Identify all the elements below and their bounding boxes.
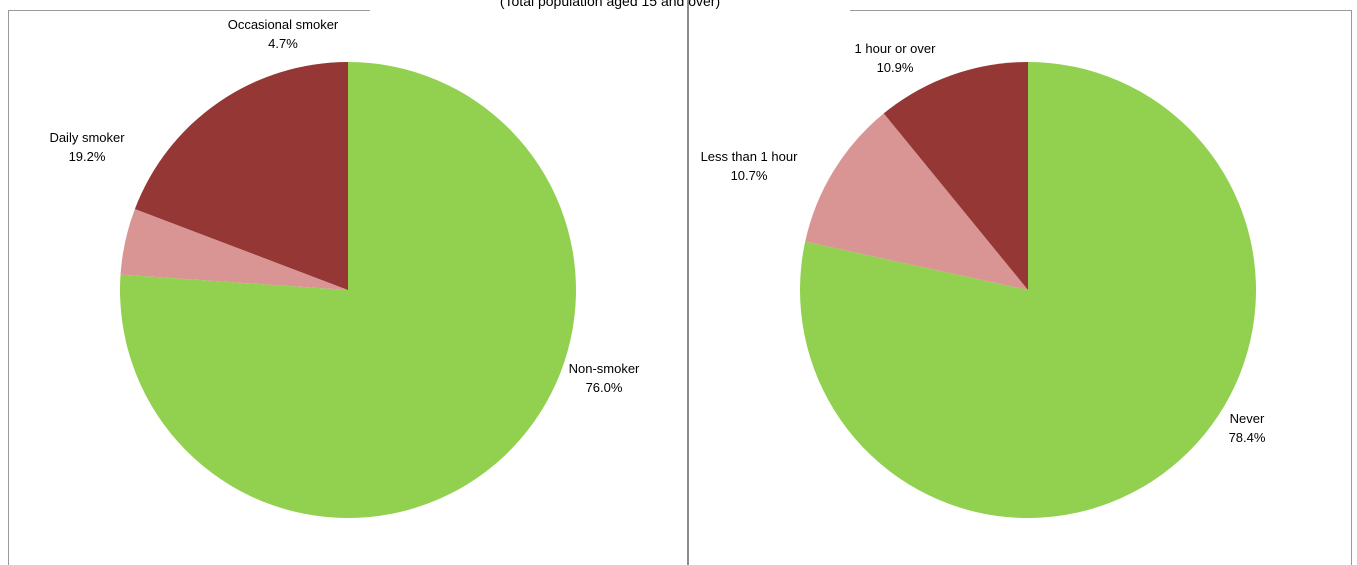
slice-label-daily: Daily smoker (49, 130, 125, 145)
slice-label-occasional: Occasional smoker (228, 17, 339, 32)
slice-non-smoker (119, 62, 576, 518)
slice-label-1-hour-or-over: 1 hour or over (855, 41, 937, 56)
slice-daily-smoker (134, 62, 348, 290)
slice-label-less-than-1-hour: Less than 1 hour (701, 149, 799, 164)
slice-1-hour-or-over (883, 62, 1028, 290)
pie-chart-hours (799, 62, 1256, 518)
slice-label-never: Never (1230, 411, 1265, 426)
pie-1-labels: Never 78.4% Less than 1 hour 10.7% 1 hou… (701, 41, 1266, 445)
pie-0-labels: Non-smoker 76.0% Occasional smoker 4.7% … (49, 17, 640, 395)
slice-value-non-smoker: 76.0% (586, 380, 623, 395)
slice-value-1-hour-or-over: 10.9% (877, 60, 914, 75)
slice-label-non-smoker: Non-smoker (569, 361, 640, 376)
slice-value-less-than-1-hour: 10.7% (731, 168, 768, 183)
panel-frames (8, 0, 1352, 565)
slice-value-never: 78.4% (1229, 430, 1266, 445)
slice-occasional-smoker (120, 209, 349, 290)
slice-value-occasional: 4.7% (268, 36, 298, 51)
slice-value-daily: 19.2% (69, 149, 106, 164)
pie-chart-smoking (119, 62, 576, 518)
slice-never (799, 62, 1256, 518)
header-text: (Total population aged 15 and over) (500, 0, 720, 9)
slice-less-than-1-hour (805, 113, 1028, 290)
